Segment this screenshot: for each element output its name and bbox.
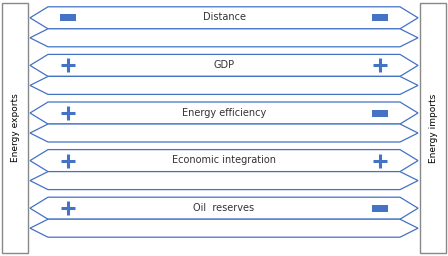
Bar — [372, 14, 388, 21]
Bar — [372, 110, 388, 116]
Polygon shape — [30, 76, 418, 94]
Polygon shape — [30, 102, 418, 124]
Text: Economic integration: Economic integration — [172, 155, 276, 165]
Bar — [372, 205, 388, 212]
Text: Energy imports: Energy imports — [428, 93, 438, 163]
Text: Oil  reserves: Oil reserves — [194, 203, 254, 213]
Polygon shape — [30, 124, 418, 142]
Polygon shape — [30, 29, 418, 47]
Text: Energy exports: Energy exports — [10, 94, 20, 162]
Polygon shape — [30, 219, 418, 237]
Polygon shape — [30, 150, 418, 172]
Text: Distance: Distance — [202, 12, 246, 22]
Text: Energy efficiency: Energy efficiency — [182, 108, 266, 118]
Bar — [2, 3, 28, 253]
Text: GDP: GDP — [213, 60, 235, 70]
Polygon shape — [30, 197, 418, 219]
Polygon shape — [30, 7, 418, 29]
Bar — [60, 14, 76, 21]
Polygon shape — [30, 55, 418, 76]
Polygon shape — [30, 172, 418, 190]
Bar — [420, 3, 446, 253]
